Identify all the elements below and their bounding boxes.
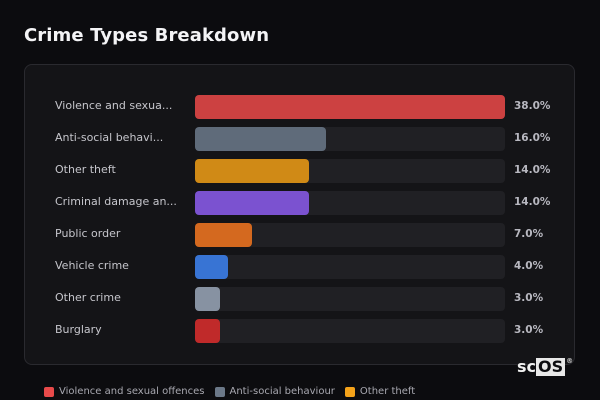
bar-fill [195,319,220,343]
registered-mark-icon: ® [566,357,574,365]
bar-fill [195,95,505,119]
bar-value: 7.0% [514,228,544,240]
bar-track [195,255,505,279]
bar-row: Burglary 3.0% [25,319,574,343]
bar-label: Criminal damage an... [55,195,177,208]
bar-value: 14.0% [514,164,551,176]
bar-track [195,287,505,311]
bar-label: Vehicle crime [55,259,129,272]
logo-os: OS [536,357,566,376]
legend-label: Anti-social behaviour [229,386,335,397]
bar-label: Other theft [55,163,116,176]
bar-fill [195,159,310,183]
legend-item[interactable]: Violence and sexual offences [44,386,205,397]
chart-legend: Violence and sexual offences Anti-social … [44,386,415,397]
bar-fill [195,255,228,279]
bar-fill [195,127,326,151]
bar-value: 38.0% [514,100,551,112]
legend-item[interactable]: Anti-social behaviour [214,386,335,397]
bar-row: Anti-social behavi... 16.0% [25,127,574,151]
bar-fill [195,191,310,215]
chart-title: Crime Types Breakdown [24,25,270,46]
bar-row: Vehicle crime 4.0% [25,255,574,279]
bar-value: 3.0% [514,292,544,304]
logo-sc: sc [517,357,537,376]
bar-track [195,223,505,247]
legend-item[interactable]: Other theft [344,386,416,397]
bar-label: Public order [55,227,121,240]
legend-label: Other theft [359,386,416,397]
brand-logo: sc OS ® [517,357,573,376]
legend-swatch-icon [44,386,54,397]
bar-value: 14.0% [514,196,551,208]
bar-label: Burglary [55,323,102,336]
bar-track [195,159,505,183]
bar-row: Criminal damage an... 14.0% [25,191,574,215]
bar-row: Violence and sexua... 38.0% [25,95,574,119]
bar-fill [195,287,220,311]
bar-track [195,95,505,119]
bar-track [195,127,505,151]
bar-fill [195,223,253,247]
bar-label: Anti-social behavi... [55,131,164,144]
bar-track [195,319,505,343]
bar-value: 3.0% [514,324,544,336]
bar-track [195,191,505,215]
bar-row: Other crime 3.0% [25,287,574,311]
bar-value: 4.0% [514,260,544,272]
legend-swatch-icon [344,386,355,397]
legend-label: Violence and sexual offences [59,386,205,397]
bar-row: Public order 7.0% [25,223,574,247]
bar-row: Other theft 14.0% [25,159,574,183]
bar-value: 16.0% [514,132,551,144]
chart-panel: Violence and sexua... 38.0% Anti-social be… [24,64,575,365]
bar-label: Other crime [55,291,121,304]
legend-swatch-icon [214,386,225,397]
bar-label: Violence and sexua... [55,99,173,112]
